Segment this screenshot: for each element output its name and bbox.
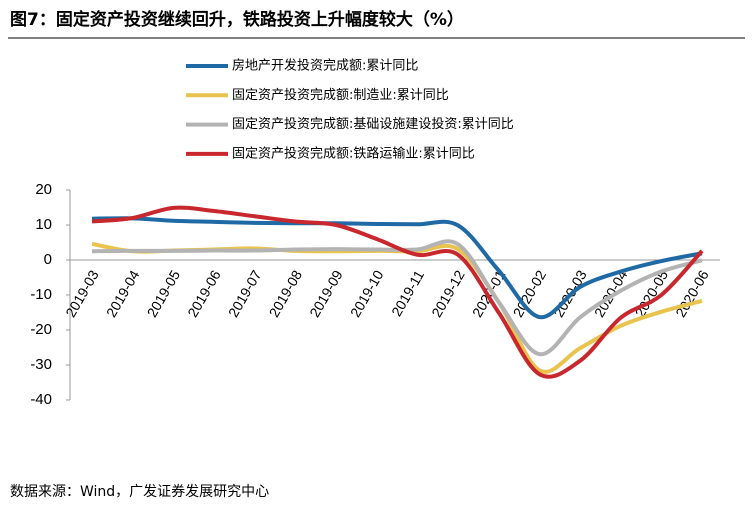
y-tick-label: -20: [30, 321, 52, 338]
x-tick-label: 2019-07: [225, 267, 265, 320]
y-tick-label: 20: [35, 181, 52, 198]
legend-label: 固定资产投资完成额:制造业:累计同比: [232, 87, 449, 103]
series-line: [91, 205, 704, 379]
x-tick-label: 2019-04: [103, 267, 143, 320]
x-tick-label: 2019-10: [347, 267, 387, 320]
chart-title: 图7：固定资产投资继续回升，铁路投资上升幅度较大（%）: [10, 9, 464, 30]
x-tick-label: 2019-09: [306, 267, 346, 320]
x-tick-label: 2019-12: [428, 267, 468, 320]
y-tick-label: -40: [30, 391, 52, 408]
y-tick-label: 0: [44, 251, 52, 268]
legend-label: 固定资产投资完成额:铁路运输业:累计同比: [232, 145, 475, 161]
x-tick-label: 2019-08: [266, 267, 306, 320]
y-tick-label: -30: [30, 356, 52, 373]
x-tick-label: 2020-06: [672, 267, 712, 320]
y-tick-label: 10: [35, 216, 52, 233]
legend-label: 固定资产投资完成额:基础设施建设投资:累计同比: [232, 116, 514, 132]
x-tick-label: 2019-06: [184, 267, 224, 320]
legend-label: 房地产开发投资完成额:累计同比: [232, 58, 418, 74]
series-line: [91, 216, 703, 320]
x-tick-label: 2019-11: [388, 267, 427, 319]
x-tick-label: 2019-05: [144, 267, 184, 320]
x-tick-label: 2019-03: [62, 267, 102, 320]
y-tick-label: -10: [30, 286, 52, 303]
source-note: 数据来源：Wind，广发证券发展研究中心: [10, 484, 269, 500]
